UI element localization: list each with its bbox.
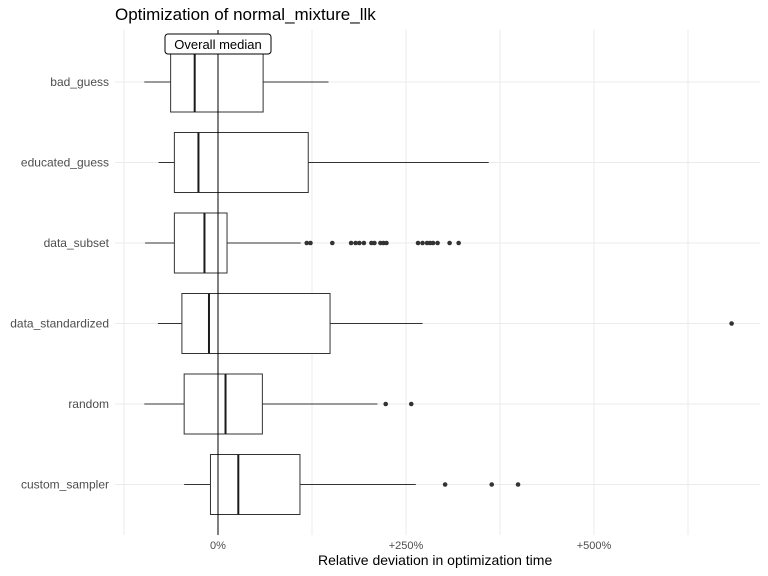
iqr-box: [173, 212, 228, 274]
outlier-point: [372, 240, 377, 246]
outlier-point: [435, 240, 440, 246]
category-labels: bad_guess educated_guess data_subset data_s…: [10, 75, 109, 492]
boxes-layer: [144, 51, 734, 515]
outlier-point: [447, 240, 452, 246]
iqr-box: [183, 373, 263, 435]
outlier-point: [353, 240, 358, 246]
category-label-data-subset: data_subset: [44, 236, 110, 250]
box-custom-sampler: [184, 454, 521, 515]
overall-median-label-box: [164, 33, 272, 55]
chart-title: Optimization of normal_mixture_llk: [115, 5, 376, 24]
iqr-box: [181, 293, 331, 354]
outlier-point: [384, 240, 389, 246]
outlier-point: [330, 240, 335, 246]
iqr-box: [173, 132, 309, 193]
category-label-data-standardized: data_standardized: [10, 317, 109, 331]
x-axis-title: Relative deviation in optimization time: [318, 552, 553, 568]
box-bad-guess: [144, 51, 329, 113]
iqr-box: [209, 454, 301, 515]
box-educated-guess: [158, 132, 489, 193]
box-random: [144, 373, 414, 435]
outlier-point: [383, 401, 388, 407]
x-tick-label: +250%: [389, 540, 424, 552]
outlier-point: [361, 240, 367, 246]
outlier-point: [415, 240, 421, 246]
category-label-bad-guess: bad_guess: [50, 75, 109, 89]
x-tick-labels: 0% +250% +500%: [210, 540, 611, 552]
outlier-point: [456, 240, 461, 246]
outlier-point: [489, 482, 495, 487]
outlier-point: [348, 240, 354, 246]
outlier-point: [420, 240, 425, 246]
outlier-point: [515, 482, 521, 487]
iqr-box: [170, 51, 264, 113]
reference-layer: Overall median: [164, 30, 272, 535]
outlier-point: [442, 482, 448, 487]
outlier-point: [308, 240, 313, 246]
x-tick-label: +500%: [577, 540, 612, 552]
x-tick-label: 0%: [210, 540, 226, 552]
outlier-point: [304, 240, 310, 246]
category-label-custom-sampler: custom_sampler: [21, 478, 109, 492]
outlier-point: [357, 240, 362, 246]
box-data-standardized: [157, 293, 734, 354]
category-label-random: random: [68, 397, 109, 411]
category-label-educated-guess: educated_guess: [21, 156, 109, 170]
outlier-point: [430, 240, 436, 246]
overall-median-label: Overall median: [174, 37, 261, 52]
outlier-point: [729, 321, 734, 326]
outlier-point: [408, 401, 414, 407]
